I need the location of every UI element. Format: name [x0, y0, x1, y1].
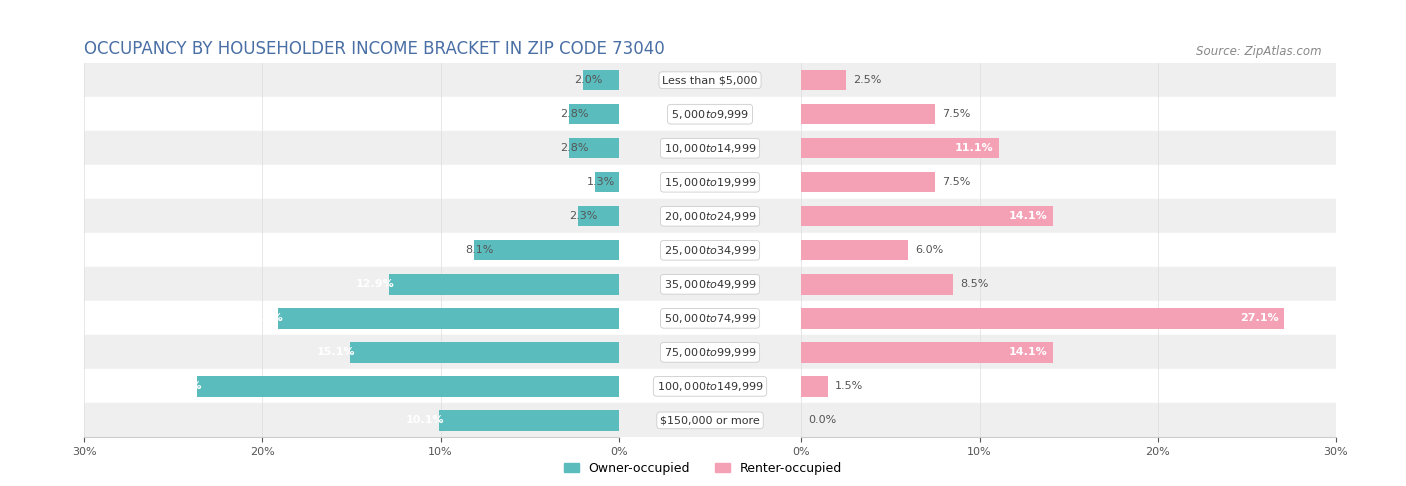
- Bar: [84, 335, 619, 369]
- Text: 7.5%: 7.5%: [942, 109, 970, 119]
- Text: 1.3%: 1.3%: [586, 177, 614, 187]
- Bar: [801, 138, 1000, 158]
- Bar: [619, 369, 801, 403]
- Bar: [84, 233, 619, 267]
- Bar: [801, 342, 1053, 363]
- Text: 1.5%: 1.5%: [835, 382, 863, 391]
- Text: 23.7%: 23.7%: [163, 382, 202, 391]
- Text: 8.1%: 8.1%: [465, 245, 494, 255]
- Bar: [801, 104, 935, 124]
- Bar: [619, 63, 801, 97]
- Bar: [801, 274, 953, 295]
- Text: 2.5%: 2.5%: [853, 75, 882, 85]
- Bar: [801, 369, 1336, 403]
- Bar: [578, 206, 619, 226]
- Bar: [84, 301, 619, 335]
- Bar: [619, 165, 801, 199]
- Text: $5,000 to $9,999: $5,000 to $9,999: [671, 108, 749, 121]
- Bar: [801, 172, 935, 192]
- Text: 6.0%: 6.0%: [915, 245, 943, 255]
- Bar: [801, 403, 1336, 437]
- Bar: [619, 267, 801, 301]
- Text: 2.3%: 2.3%: [569, 211, 598, 221]
- Bar: [619, 233, 801, 267]
- Legend: Owner-occupied, Renter-occupied: Owner-occupied, Renter-occupied: [558, 457, 848, 480]
- Bar: [84, 369, 619, 403]
- Bar: [619, 97, 801, 131]
- Bar: [801, 131, 1336, 165]
- Text: 7.5%: 7.5%: [942, 177, 970, 187]
- Text: 11.1%: 11.1%: [955, 143, 994, 153]
- Bar: [84, 199, 619, 233]
- Bar: [801, 63, 1336, 97]
- Text: 27.1%: 27.1%: [1240, 313, 1278, 323]
- Text: 2.8%: 2.8%: [560, 109, 588, 119]
- Text: $20,000 to $24,999: $20,000 to $24,999: [664, 210, 756, 223]
- Bar: [84, 267, 619, 301]
- Bar: [84, 63, 619, 97]
- Bar: [801, 308, 1284, 329]
- Bar: [619, 301, 801, 335]
- Bar: [801, 165, 1336, 199]
- Text: 2.8%: 2.8%: [560, 143, 588, 153]
- Bar: [801, 70, 846, 90]
- Bar: [801, 97, 1336, 131]
- Bar: [801, 206, 1053, 226]
- Bar: [801, 240, 908, 260]
- Text: 14.1%: 14.1%: [1008, 347, 1047, 357]
- Text: $15,000 to $19,999: $15,000 to $19,999: [664, 176, 756, 189]
- Bar: [474, 240, 619, 260]
- Text: 14.1%: 14.1%: [1008, 211, 1047, 221]
- Bar: [801, 233, 1336, 267]
- Bar: [278, 308, 619, 329]
- Bar: [801, 301, 1336, 335]
- Bar: [197, 376, 619, 397]
- Text: 8.5%: 8.5%: [960, 279, 988, 289]
- Bar: [84, 97, 619, 131]
- Bar: [84, 165, 619, 199]
- Bar: [801, 199, 1336, 233]
- Text: $50,000 to $74,999: $50,000 to $74,999: [664, 312, 756, 325]
- Text: $150,000 or more: $150,000 or more: [661, 416, 759, 425]
- Text: Less than $5,000: Less than $5,000: [662, 75, 758, 85]
- Text: 12.9%: 12.9%: [356, 279, 394, 289]
- Bar: [801, 335, 1336, 369]
- Text: 19.1%: 19.1%: [245, 313, 284, 323]
- Bar: [439, 410, 619, 431]
- Bar: [619, 335, 801, 369]
- Bar: [619, 131, 801, 165]
- Bar: [389, 274, 619, 295]
- Text: $100,000 to $149,999: $100,000 to $149,999: [657, 380, 763, 393]
- Bar: [84, 131, 619, 165]
- Text: Source: ZipAtlas.com: Source: ZipAtlas.com: [1197, 45, 1322, 58]
- Bar: [569, 138, 619, 158]
- Text: OCCUPANCY BY HOUSEHOLDER INCOME BRACKET IN ZIP CODE 73040: OCCUPANCY BY HOUSEHOLDER INCOME BRACKET …: [84, 40, 665, 58]
- Text: 10.1%: 10.1%: [405, 416, 444, 425]
- Text: $25,000 to $34,999: $25,000 to $34,999: [664, 244, 756, 257]
- Text: $10,000 to $14,999: $10,000 to $14,999: [664, 142, 756, 155]
- Text: 0.0%: 0.0%: [808, 416, 837, 425]
- Bar: [596, 172, 619, 192]
- Bar: [801, 267, 1336, 301]
- Text: $75,000 to $99,999: $75,000 to $99,999: [664, 346, 756, 359]
- Bar: [619, 403, 801, 437]
- Bar: [583, 70, 619, 90]
- Bar: [569, 104, 619, 124]
- Bar: [350, 342, 619, 363]
- Text: 2.0%: 2.0%: [574, 75, 603, 85]
- Bar: [84, 403, 619, 437]
- Text: 15.1%: 15.1%: [316, 347, 356, 357]
- Bar: [619, 199, 801, 233]
- Bar: [801, 376, 828, 397]
- Text: $35,000 to $49,999: $35,000 to $49,999: [664, 278, 756, 291]
